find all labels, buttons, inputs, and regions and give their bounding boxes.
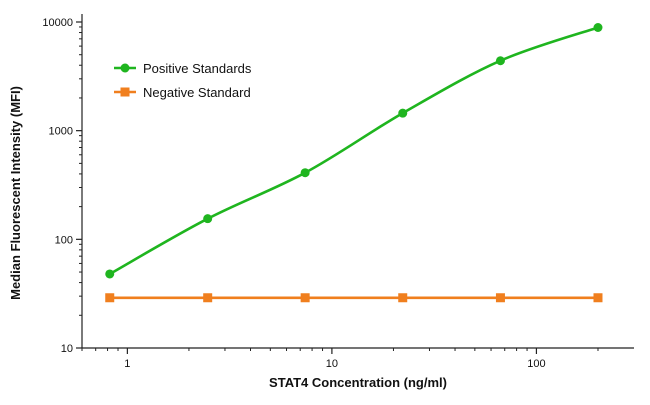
data-point-circle bbox=[105, 269, 115, 279]
data-point-square bbox=[593, 293, 603, 303]
legend-marker-circle bbox=[120, 63, 130, 73]
data-point-square bbox=[105, 293, 115, 303]
y-tick-label: 1000 bbox=[49, 126, 73, 138]
series-negative-standard bbox=[105, 293, 603, 303]
legend-marker-square bbox=[120, 87, 130, 97]
x-tick-label: 1 bbox=[124, 358, 130, 370]
legend: Positive Standards Negative Standard bbox=[114, 61, 252, 100]
data-point-square bbox=[495, 293, 505, 303]
data-point-circle bbox=[495, 56, 505, 66]
legend-label: Negative Standard bbox=[143, 85, 251, 100]
series-layer bbox=[105, 22, 603, 303]
axes: 10 100 1000 10000 1 10 100 bbox=[42, 14, 634, 370]
y-tick-label: 10000 bbox=[42, 17, 73, 29]
data-point-circle bbox=[593, 22, 603, 32]
y-tick-label: 100 bbox=[55, 234, 73, 246]
legend-item: Positive Standards bbox=[114, 61, 252, 76]
x-tick-label: 10 bbox=[326, 358, 338, 370]
data-point-circle bbox=[203, 214, 213, 224]
data-point-circle bbox=[398, 108, 408, 118]
legend-item: Negative Standard bbox=[114, 85, 251, 100]
data-point-circle bbox=[300, 168, 310, 178]
legend-label: Positive Standards bbox=[143, 61, 252, 76]
data-point-square bbox=[398, 293, 408, 303]
y-tick-label: 10 bbox=[61, 343, 73, 355]
x-axis-title: STAT4 Concentration (ng/ml) bbox=[269, 375, 447, 390]
x-tick-label: 100 bbox=[527, 358, 545, 370]
data-point-square bbox=[300, 293, 310, 303]
data-point-square bbox=[203, 293, 213, 303]
y-axis-title: Median Fluorescent Intensity (MFI) bbox=[8, 86, 23, 300]
series-line bbox=[109, 26, 599, 276]
series-positive-standards bbox=[105, 22, 603, 279]
